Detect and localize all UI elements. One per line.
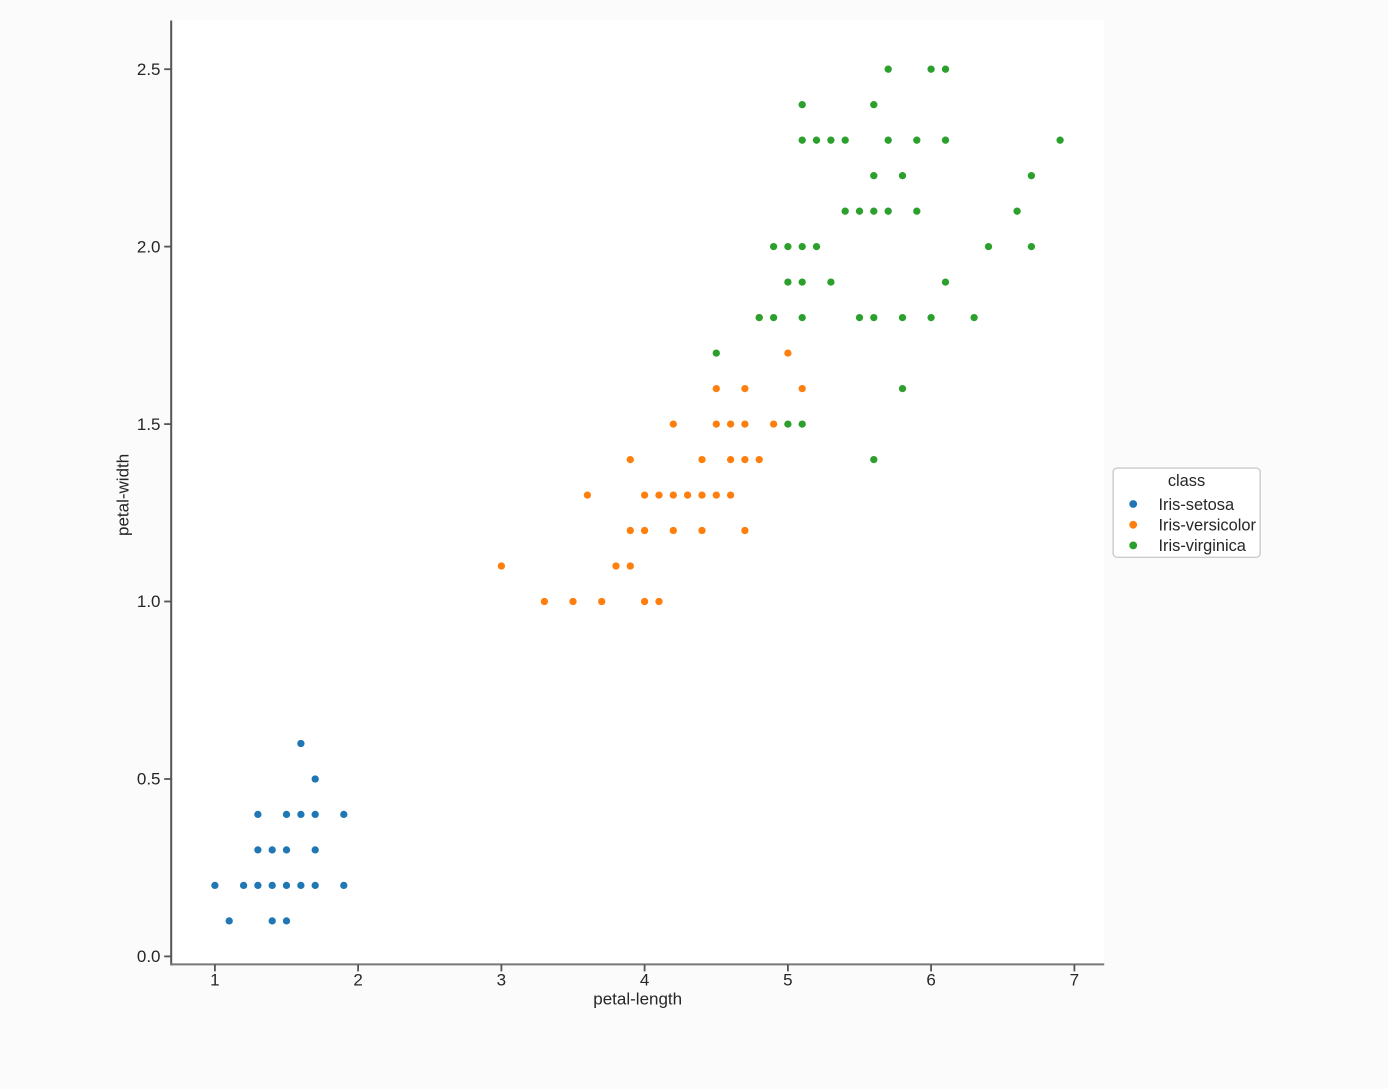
- svg-text:3: 3: [497, 971, 506, 990]
- svg-text:2: 2: [353, 971, 362, 990]
- svg-text:5: 5: [783, 971, 792, 990]
- svg-text:6: 6: [926, 971, 935, 990]
- svg-text:2.5: 2.5: [137, 60, 161, 79]
- svg-text:7: 7: [1070, 971, 1079, 990]
- svg-text:4: 4: [640, 971, 649, 990]
- svg-text:0.5: 0.5: [137, 770, 161, 789]
- svg-text:class: class: [1168, 472, 1205, 490]
- svg-text:1: 1: [210, 971, 219, 990]
- svg-text:1.0: 1.0: [137, 592, 161, 611]
- svg-text:petal-length: petal-length: [593, 990, 682, 1009]
- svg-text:Iris-setosa: Iris-setosa: [1159, 496, 1235, 514]
- svg-text:Iris-virginica: Iris-virginica: [1159, 537, 1247, 555]
- svg-text:Iris-versicolor: Iris-versicolor: [1159, 517, 1257, 535]
- svg-text:0.0: 0.0: [137, 947, 161, 966]
- svg-text:petal-width: petal-width: [114, 454, 133, 536]
- svg-text:1.5: 1.5: [137, 415, 161, 434]
- svg-text:2.0: 2.0: [137, 237, 161, 256]
